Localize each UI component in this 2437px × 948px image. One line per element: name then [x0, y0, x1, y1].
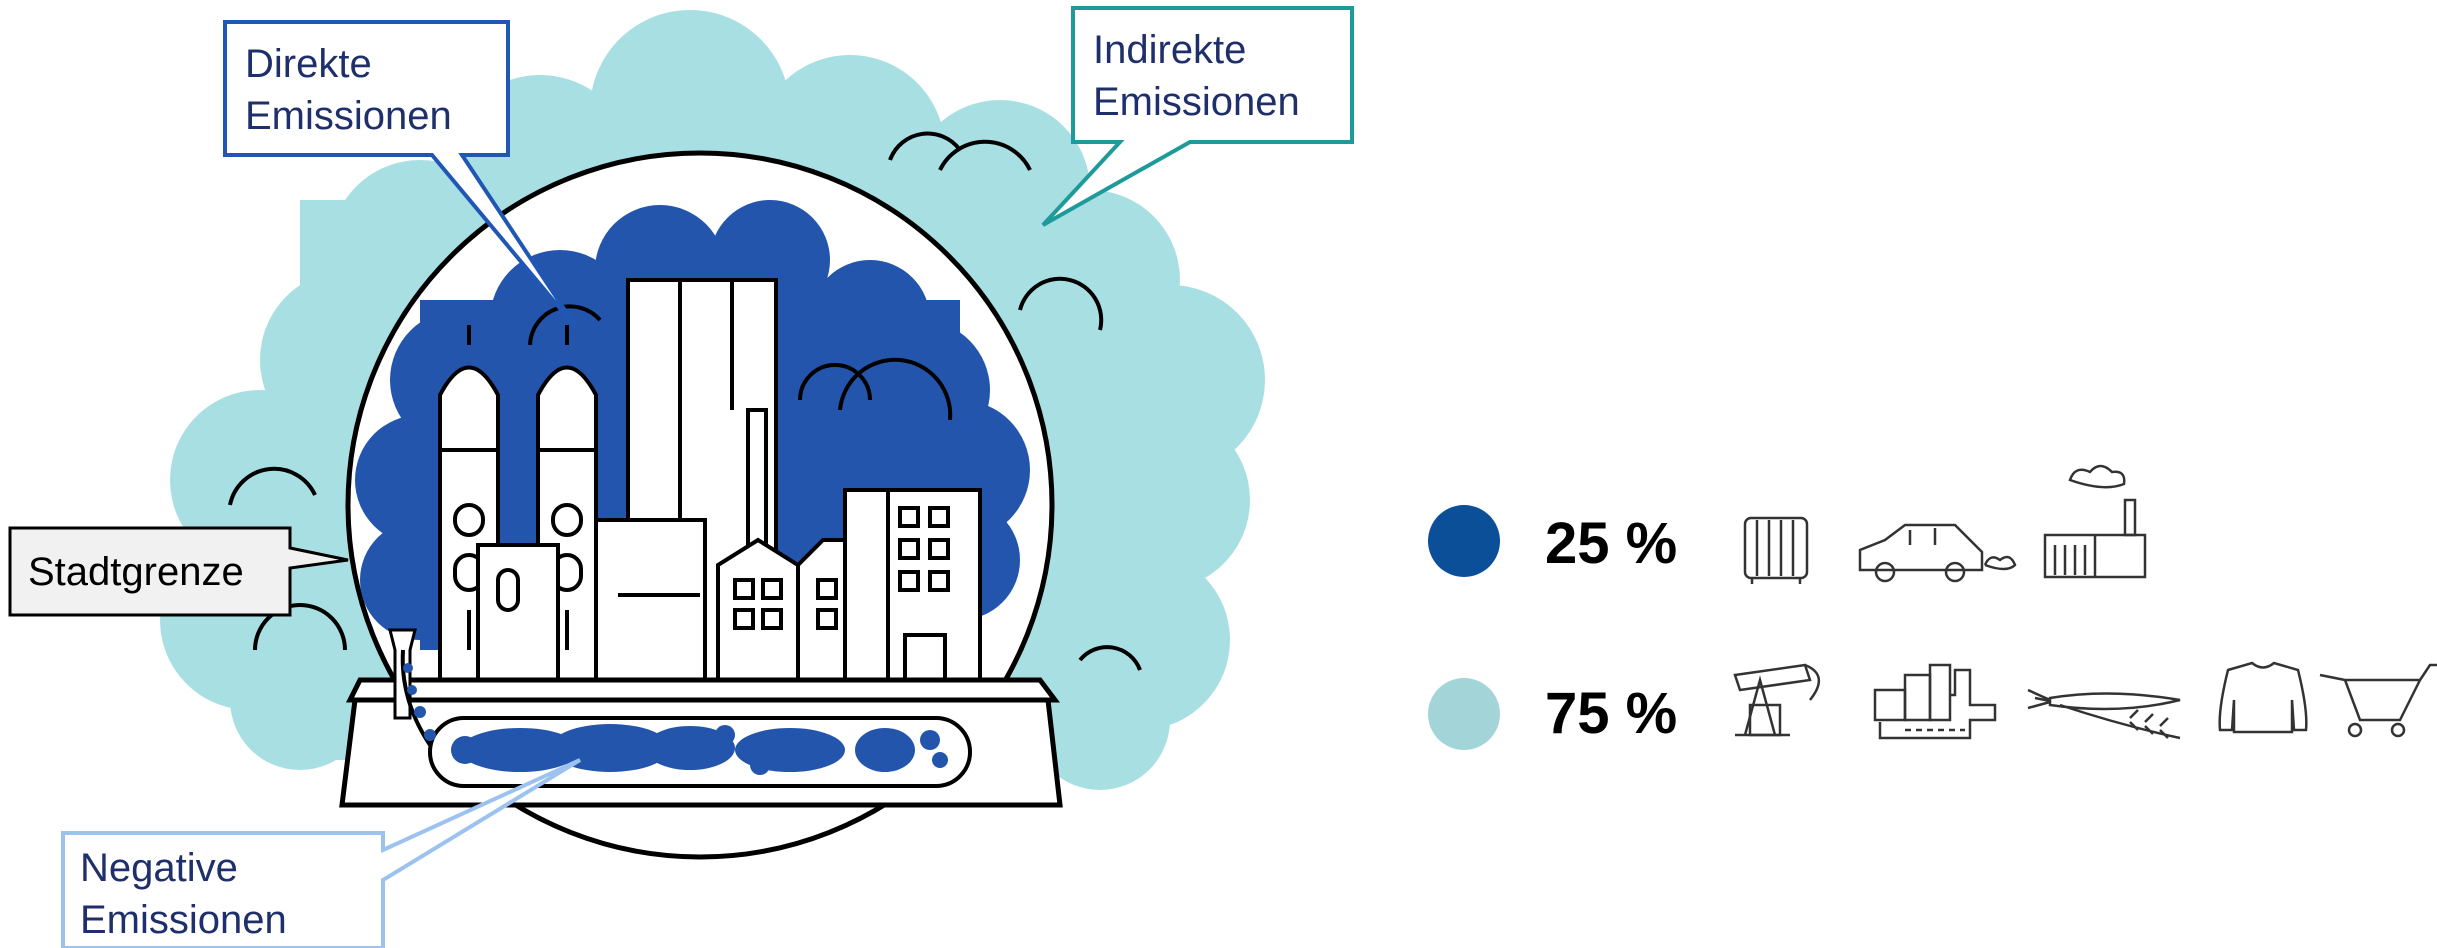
indirect-share-dot — [1428, 678, 1500, 750]
radiator-icon — [1743, 516, 1809, 584]
negative-emissions-label: Negative Emissionen — [80, 846, 287, 942]
negative-emissions-callout — [61, 758, 582, 948]
direct-emissions-callout — [223, 20, 580, 332]
direct-share-percent: 25 % — [1545, 511, 1678, 576]
sweater-icon — [2218, 661, 2308, 734]
oil-pump-icon — [1733, 663, 1820, 737]
city-buildings — [438, 278, 982, 682]
city-road-icon — [1873, 663, 1997, 740]
car-icon — [1858, 523, 2017, 583]
direct-emissions-label: Direkte Emissionen — [245, 42, 452, 138]
shopping-cart-icon — [2319, 663, 2437, 738]
carrot-wheat-icon — [2027, 688, 2181, 740]
indirect-share-percent: 75 % — [1545, 681, 1678, 746]
indirect-emissions-callout — [1041, 6, 1354, 227]
direct-share-dot — [1428, 505, 1500, 577]
cloud-contour-lines — [228, 131, 1142, 671]
city-boundary-label: Stadtgrenze — [28, 550, 244, 594]
city-boundary-callout — [8, 526, 349, 617]
factory-icon — [2043, 464, 2147, 579]
indirect-emissions-label: Indirekte Emissionen — [1093, 28, 1300, 124]
